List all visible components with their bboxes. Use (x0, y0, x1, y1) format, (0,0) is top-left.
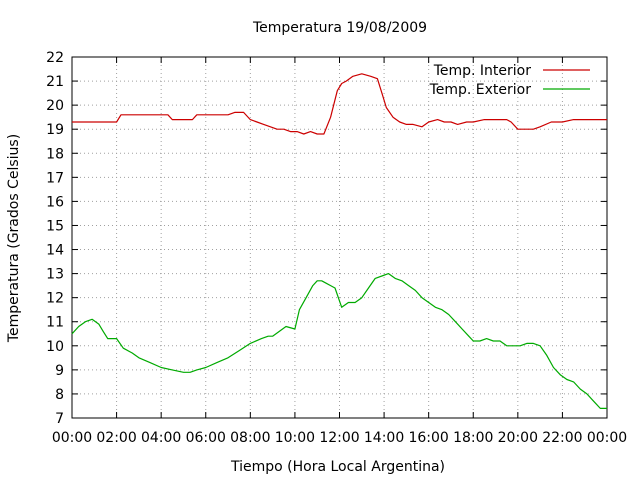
y-tick-label: 21 (46, 74, 64, 90)
legend-label-temp-interior: Temp. Interior (433, 63, 532, 79)
y-tick-label: 22 (46, 50, 64, 66)
y-tick-label: 11 (46, 315, 64, 331)
y-axis-label: Temperatura (Grados Celsius) (6, 134, 22, 343)
y-tick-label: 16 (46, 194, 64, 210)
x-tick-label: 20:00 (498, 430, 538, 446)
legend: Temp. Interior Temp. Exterior (429, 63, 590, 98)
x-tick-label: 08:00 (230, 430, 270, 446)
x-tick-label: 10:00 (275, 430, 315, 446)
legend-label-temp-exterior: Temp. Exterior (429, 82, 532, 98)
y-tick-label: 8 (55, 387, 64, 403)
x-tick-label: 00:00 (52, 430, 92, 446)
x-axis-tick-labels: 00:00 02:00 04:00 06:00 08:00 10:00 12:00 14:00… (52, 430, 627, 446)
y-tick-label: 20 (46, 98, 64, 114)
x-tick-label: 18:00 (453, 430, 493, 446)
y-tick-label: 13 (46, 267, 64, 283)
y-axis-tick-labels: 7 8 9 10 11 12 13 14 15 16 17 18 19 20 21 22 (46, 50, 64, 427)
series-line-temp-interior (72, 73, 607, 135)
grid-lines (72, 57, 607, 418)
x-tick-label: 14:00 (364, 430, 404, 446)
x-axis-label: Tiempo (Hora Local Argentina) (230, 459, 445, 475)
y-tick-label: 9 (55, 363, 64, 379)
y-tick-label: 17 (46, 170, 64, 186)
series-line-temp-exterior (71, 273, 607, 409)
x-tick-label: 22:00 (542, 430, 582, 446)
y-tick-label: 15 (46, 218, 64, 234)
chart-title: Temperatura 19/08/2009 (252, 20, 427, 36)
y-tick-label: 19 (46, 122, 64, 138)
x-tick-label: 04:00 (141, 430, 181, 446)
y-tick-label: 10 (46, 339, 64, 355)
x-tick-label: 12:00 (319, 430, 359, 446)
x-tick-label: 16:00 (408, 430, 448, 446)
y-tick-label: 18 (46, 146, 64, 162)
y-tick-label: 14 (46, 243, 64, 259)
y-tick-label: 12 (46, 291, 64, 307)
x-tick-label: 06:00 (186, 430, 226, 446)
data-series (71, 73, 607, 409)
x-tick-label: 02:00 (96, 430, 136, 446)
x-tick-label: 00:00 (587, 430, 627, 446)
axis-ticks (71, 56, 608, 419)
y-tick-label: 7 (55, 411, 64, 427)
